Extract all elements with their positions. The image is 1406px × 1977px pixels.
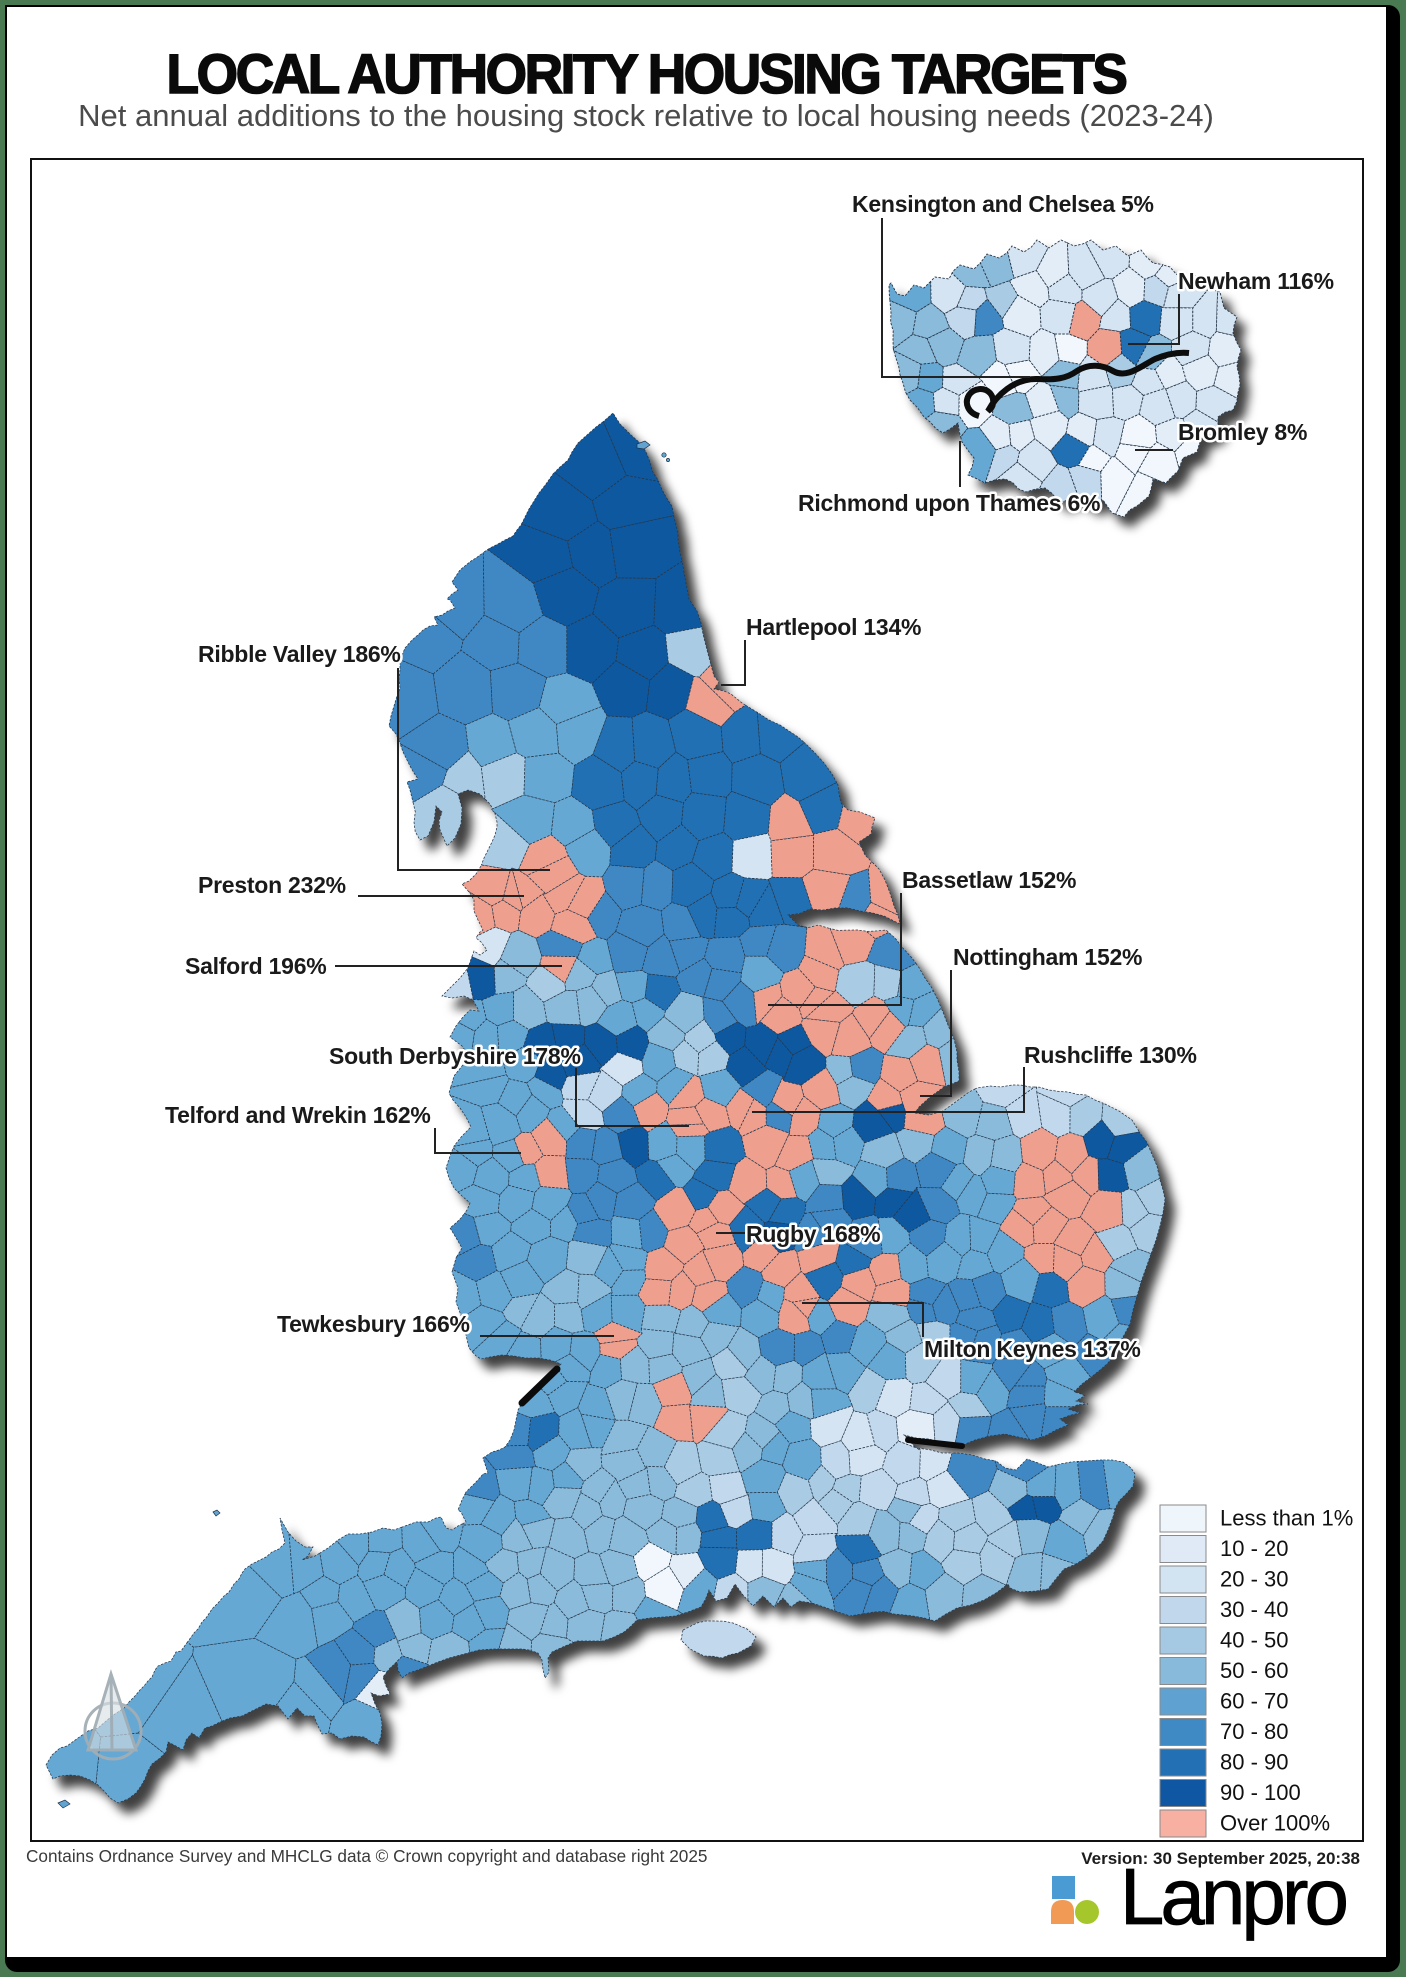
svg-text:10 - 20: 10 - 20	[1220, 1536, 1289, 1561]
svg-text:30 - 40: 30 - 40	[1220, 1597, 1289, 1622]
svg-text:South Derbyshire 178%: South Derbyshire 178%	[329, 1043, 581, 1069]
svg-text:50 - 60: 50 - 60	[1220, 1658, 1289, 1683]
svg-text:Salford 196%: Salford 196%	[185, 953, 326, 979]
svg-text:Richmond upon Thames 6%: Richmond upon Thames 6%	[798, 490, 1100, 516]
svg-text:Tewkesbury 166%: Tewkesbury 166%	[277, 1311, 470, 1337]
svg-text:Newham 116%: Newham 116%	[1178, 268, 1334, 294]
svg-text:Hartlepool 134%: Hartlepool 134%	[746, 614, 921, 640]
svg-text:Ribble Valley 186%: Ribble Valley 186%	[198, 641, 401, 667]
svg-text:Less than 1%: Less than 1%	[1220, 1506, 1353, 1531]
svg-text:Rushcliffe 130%: Rushcliffe 130%	[1024, 1042, 1197, 1068]
svg-text:60 - 70: 60 - 70	[1220, 1689, 1289, 1714]
svg-text:70 - 80: 70 - 80	[1220, 1719, 1289, 1744]
svg-text:Rugby 168%: Rugby 168%	[746, 1221, 880, 1247]
svg-text:20 - 30: 20 - 30	[1220, 1567, 1289, 1592]
svg-text:Telford and Wrekin 162%: Telford and Wrekin 162%	[165, 1102, 431, 1128]
svg-text:Nottingham 152%: Nottingham 152%	[953, 944, 1142, 970]
svg-text:80 - 90: 80 - 90	[1220, 1750, 1289, 1775]
svg-text:Milton Keynes 137%: Milton Keynes 137%	[924, 1336, 1141, 1362]
svg-text:Over 100%: Over 100%	[1220, 1811, 1330, 1836]
svg-text:Bromley 8%: Bromley 8%	[1178, 419, 1307, 445]
svg-text:Preston 232%: Preston 232%	[198, 872, 346, 898]
svg-text:40 - 50: 40 - 50	[1220, 1628, 1289, 1653]
svg-text:Bassetlaw 152%: Bassetlaw 152%	[902, 867, 1076, 893]
svg-text:Kensington and Chelsea 5%: Kensington and Chelsea 5%	[852, 191, 1154, 217]
svg-text:90 - 100: 90 - 100	[1220, 1780, 1301, 1805]
